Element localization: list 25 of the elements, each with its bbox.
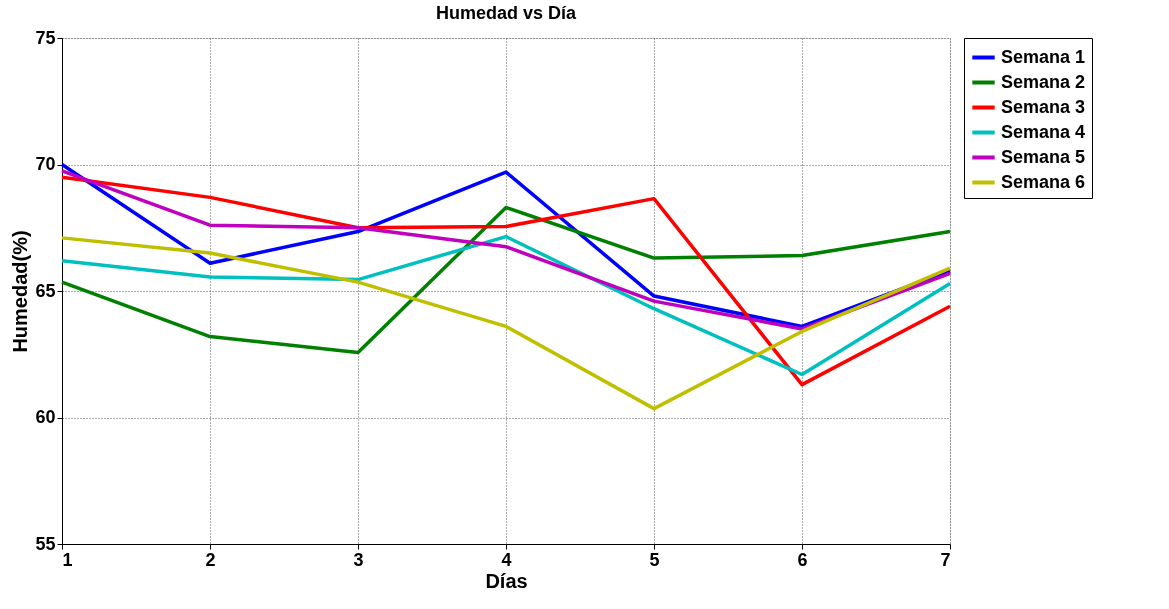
x-axis-title: Días <box>485 569 528 592</box>
legend-label: Semana 4 <box>1001 121 1086 142</box>
chart-title: Humedad vs Día <box>435 3 578 23</box>
y-tick-label: 75 <box>35 27 56 48</box>
legend-label: Semana 1 <box>1001 46 1086 67</box>
line-series <box>60 236 952 411</box>
line-series <box>60 175 952 387</box>
y-tick-label: 65 <box>35 280 56 301</box>
x-tick-label: 7 <box>940 549 951 570</box>
legend-label: Semana 5 <box>1001 146 1086 167</box>
y-axis-title: Humedad(%) <box>9 230 32 353</box>
y-tick-label: 60 <box>35 407 56 427</box>
x-tick-label: 5 <box>649 549 660 570</box>
line-series <box>60 234 952 377</box>
y-tick-label: 70 <box>35 154 56 174</box>
legend-label: Semana 6 <box>1001 171 1086 192</box>
legend-label: Semana 3 <box>1001 96 1086 117</box>
line-series <box>60 205 952 355</box>
x-tick-label: 3 <box>353 549 364 570</box>
y-tick-label: 55 <box>35 533 56 554</box>
x-tick-label: 6 <box>797 549 808 570</box>
x-tick-label: 1 <box>62 549 73 570</box>
x-tick-label: 2 <box>205 549 216 570</box>
legend-label: Semana 2 <box>1001 71 1086 92</box>
x-tick-label: 4 <box>501 549 512 570</box>
